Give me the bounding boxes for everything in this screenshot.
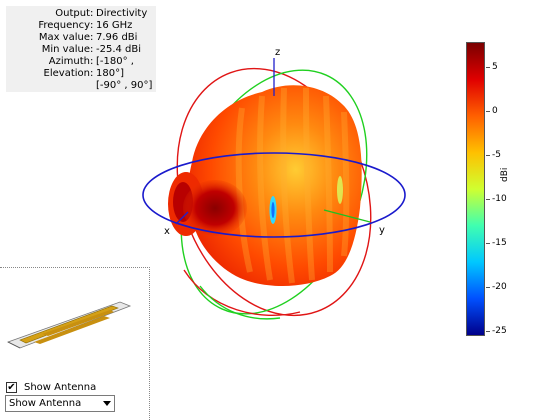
info-value: 16 GHz <box>96 20 133 31</box>
info-separator: : <box>90 32 94 43</box>
colorbar-tick-label: -20 <box>492 282 507 292</box>
show-antenna-checkbox[interactable]: ✔ <box>6 382 17 393</box>
info-value: [-180° , <box>96 56 134 67</box>
info-value: Directivity <box>96 8 148 19</box>
main-lobe <box>187 85 362 286</box>
colorbar-tick <box>486 67 490 68</box>
antenna-arm-upper <box>42 310 114 336</box>
y-axis <box>323 209 371 223</box>
info-row-output: Output : Directivity <box>6 8 156 20</box>
peak-region <box>183 180 247 236</box>
dropdown-selected-value: Show Antenna <box>9 398 82 409</box>
null-region <box>337 176 343 204</box>
colorbar-tick <box>486 287 490 288</box>
info-value: -25.4 dBi <box>96 44 142 55</box>
yz-great-circle-front <box>199 285 281 320</box>
z-axis-label: z <box>275 47 280 58</box>
info-separator: : <box>90 20 94 31</box>
y-axis-label: y <box>379 225 385 236</box>
xz-great-circle-front <box>183 269 301 316</box>
antenna-geometry-icon <box>6 301 132 349</box>
info-key: Output <box>55 8 90 19</box>
colorbar-tick-label: 5 <box>492 62 498 72</box>
show-antenna-checkbox-label[interactable]: Show Antenna <box>24 382 97 393</box>
display-mode-dropdown[interactable]: Show Antenna <box>5 395 115 412</box>
info-key: Frequency <box>38 20 90 31</box>
colorbar-tick-label: -5 <box>492 150 501 160</box>
colorbar-tick-label: 0 <box>492 106 498 116</box>
xy-great-circle <box>142 152 406 238</box>
colorbar-tick <box>486 155 490 156</box>
chevron-down-icon[interactable] <box>103 401 111 406</box>
null-region <box>271 202 275 218</box>
info-row-max-value: Max value : 7.96 dBi <box>6 32 156 44</box>
info-separator: : <box>90 8 94 19</box>
info-key: Max value <box>38 32 90 43</box>
info-value: [-90° , 90°] <box>96 80 153 91</box>
info-row-azimuth: Azimuth : [-180° , <box>6 56 156 68</box>
colorbar-tick <box>486 331 490 332</box>
info-separator: : <box>90 44 94 55</box>
colorbar-tick <box>486 111 490 112</box>
colorbar-tick <box>486 243 490 244</box>
colorbar <box>466 42 485 336</box>
colorbar-tick-label: -25 <box>492 326 507 336</box>
info-separator: : <box>90 56 94 67</box>
info-row-min-value: Min value : -25.4 dBi <box>6 44 156 56</box>
antenna-preview-panel <box>0 267 150 420</box>
info-separator: : <box>90 68 94 79</box>
antenna-edge <box>7 341 21 349</box>
antenna-arm-lower <box>34 316 110 344</box>
info-row-elevation: Elevation : 180°] <box>6 68 156 80</box>
lobe-contour-lines <box>235 87 350 284</box>
x-axis-label: x <box>164 226 170 237</box>
info-value: 180°] <box>96 68 124 79</box>
colorbar-tick <box>486 199 490 200</box>
info-row-elevation-range: [-90° , 90°] <box>6 80 156 92</box>
info-key: Elevation <box>43 68 90 79</box>
info-key: Min value <box>41 44 90 55</box>
plot-info-panel: Output : Directivity Frequency : 16 GHz … <box>6 6 156 92</box>
info-row-frequency: Frequency : 16 GHz <box>6 20 156 32</box>
colorbar-tick-label: -10 <box>492 194 507 204</box>
info-value: 7.96 dBi <box>96 32 138 43</box>
info-key: Azimuth <box>48 56 90 67</box>
x-axis <box>175 211 189 225</box>
colorbar-unit-label: dBi <box>500 167 510 182</box>
colorbar-tick-label: -15 <box>492 238 507 248</box>
